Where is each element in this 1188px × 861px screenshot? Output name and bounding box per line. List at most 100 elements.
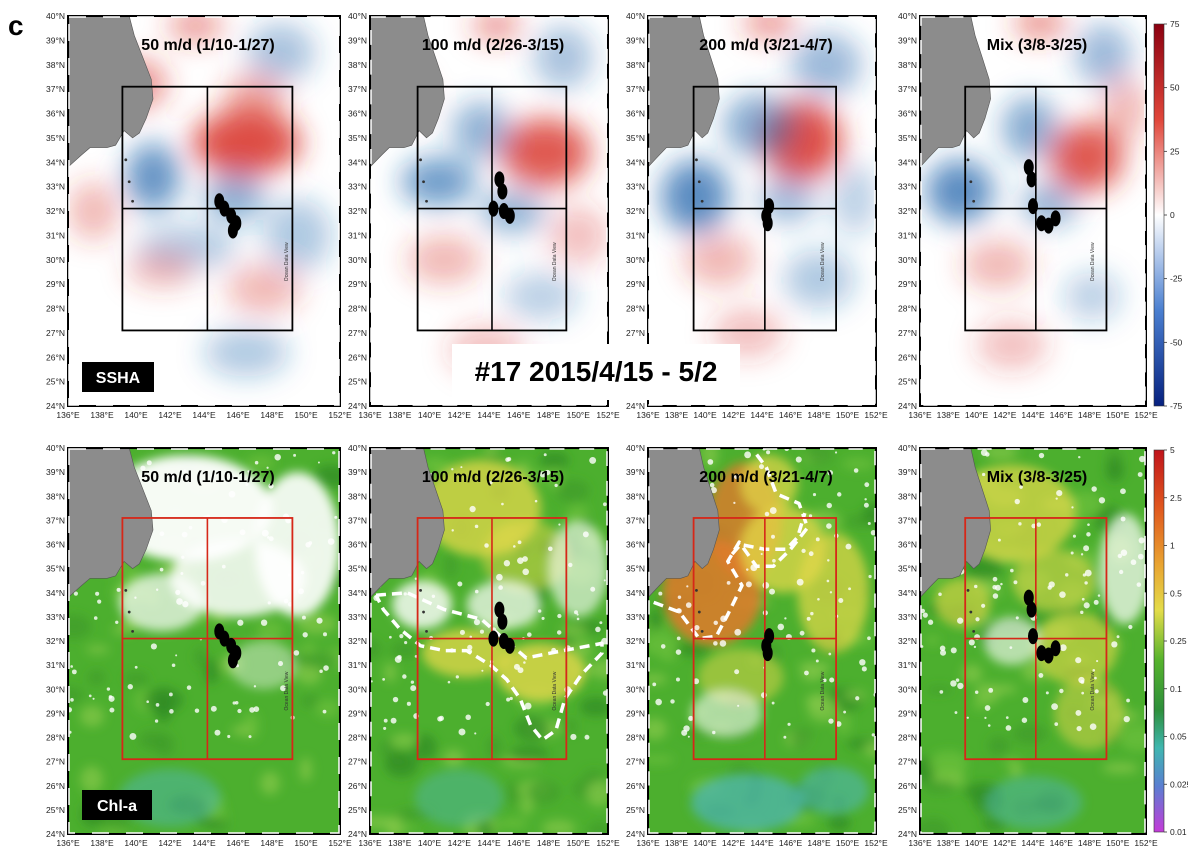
chl-speckle xyxy=(1128,624,1133,630)
chl-texture xyxy=(1102,762,1139,774)
lon-label: 142°E xyxy=(993,838,1017,848)
float-marker xyxy=(494,171,505,188)
chl-speckle xyxy=(127,684,133,690)
center-label: #17 2015/4/15 - 5/2 xyxy=(452,344,740,400)
float-marker xyxy=(1043,217,1054,234)
lat-label: 26°N xyxy=(898,352,917,362)
lon-label: 150°E xyxy=(567,410,591,420)
lon-label: 146°E xyxy=(779,410,803,420)
lat-label: 30°N xyxy=(626,684,645,694)
island xyxy=(697,610,701,614)
float-marker xyxy=(1026,171,1037,188)
island xyxy=(695,588,698,592)
chl-texture xyxy=(1009,761,1023,779)
lat-label: 33°N xyxy=(46,612,65,622)
lon-label: 142°E xyxy=(722,410,746,420)
lat-label: 27°N xyxy=(626,328,645,338)
front-outline xyxy=(374,591,604,742)
ssha-anomaly xyxy=(125,142,181,211)
chl-patch xyxy=(934,578,991,627)
panel-title: 50 m/d (1/10-1/27) xyxy=(141,37,274,54)
chl-speckle xyxy=(988,687,994,693)
chl-speckle xyxy=(1094,676,1097,680)
lon-label: 148°E xyxy=(1078,838,1102,848)
chl-texture xyxy=(1003,757,1020,766)
chl-speckle xyxy=(159,567,164,572)
japan-landmass xyxy=(370,16,445,168)
lon-label: 144°E xyxy=(192,838,216,848)
chl-speckle xyxy=(985,452,990,457)
map-frame xyxy=(369,447,609,835)
chl-speckle xyxy=(267,601,271,605)
chl-speckle xyxy=(254,460,259,465)
chl-speckle xyxy=(399,634,404,639)
float-marker xyxy=(1050,210,1061,227)
chl-speckle xyxy=(595,626,601,633)
chl-texture xyxy=(560,624,587,637)
chl-speckle xyxy=(247,470,250,473)
chl-speckle xyxy=(517,667,524,674)
chl-speckle xyxy=(332,451,336,455)
lat-label: 30°N xyxy=(348,684,367,694)
map-frame xyxy=(67,447,341,835)
chl-speckle xyxy=(1072,534,1076,538)
ssha-anomaly xyxy=(790,33,862,97)
chl-speckle xyxy=(1116,635,1120,639)
colorbar-tick-label: -25 xyxy=(1170,274,1183,284)
lat-label: 36°N xyxy=(46,540,65,550)
colorbar-tick-label: 25 xyxy=(1170,146,1180,156)
colorbar-tick-label: -50 xyxy=(1170,337,1183,347)
chl-speckle xyxy=(175,654,178,657)
chl-speckle xyxy=(388,635,392,639)
float-marker xyxy=(762,215,773,232)
chl-texture xyxy=(390,733,418,747)
lat-label: 35°N xyxy=(46,133,65,143)
chl-speckle xyxy=(274,453,281,461)
chl-speckle xyxy=(801,548,806,554)
chl-texture xyxy=(386,816,404,834)
ssha-anomaly xyxy=(68,181,119,241)
chl-texture xyxy=(313,464,340,488)
chl-speckle xyxy=(766,450,771,455)
ssha-anomaly xyxy=(759,174,817,224)
chl-speckle xyxy=(726,580,731,585)
chl-speckle xyxy=(745,581,752,588)
chl-speckle xyxy=(827,469,834,476)
lon-label: 142°E xyxy=(448,410,472,420)
lat-label: 30°N xyxy=(46,255,65,265)
lat-label: 27°N xyxy=(46,328,65,338)
chl-speckle xyxy=(795,456,802,463)
lon-label: 140°E xyxy=(418,838,442,848)
lon-label: 136°E xyxy=(636,410,660,420)
chl-speckle xyxy=(771,534,775,539)
island xyxy=(969,610,973,614)
lat-label: 38°N xyxy=(348,60,367,70)
chl-speckle xyxy=(150,643,157,650)
chl-speckle xyxy=(796,578,804,586)
chl-speckle xyxy=(248,735,252,739)
chl-speckle xyxy=(835,721,842,727)
chl-speckle xyxy=(92,697,95,700)
chl-speckle xyxy=(159,531,165,537)
island xyxy=(969,180,973,184)
island xyxy=(972,199,976,203)
lat-label: 40°N xyxy=(348,11,367,21)
lat-label: 36°N xyxy=(626,540,645,550)
chl-texture xyxy=(68,614,92,640)
chl-patch xyxy=(983,616,1041,666)
panel-title: 200 m/d (3/21-4/7) xyxy=(699,469,832,486)
chl-speckle xyxy=(469,505,476,513)
lat-label: 34°N xyxy=(626,588,645,598)
map-frame xyxy=(369,15,609,407)
chl-speckle xyxy=(815,537,820,542)
ssha-anomaly xyxy=(1001,96,1059,160)
lat-label: 30°N xyxy=(348,255,367,265)
chl-speckle xyxy=(1059,591,1066,598)
island xyxy=(419,588,422,592)
chl-speckle xyxy=(1047,585,1052,590)
lat-label: 39°N xyxy=(626,35,645,45)
chl-speckle xyxy=(538,609,542,613)
chl-speckle xyxy=(938,592,942,596)
lon-label: 152°E xyxy=(596,410,620,420)
chl-texture xyxy=(87,669,106,686)
